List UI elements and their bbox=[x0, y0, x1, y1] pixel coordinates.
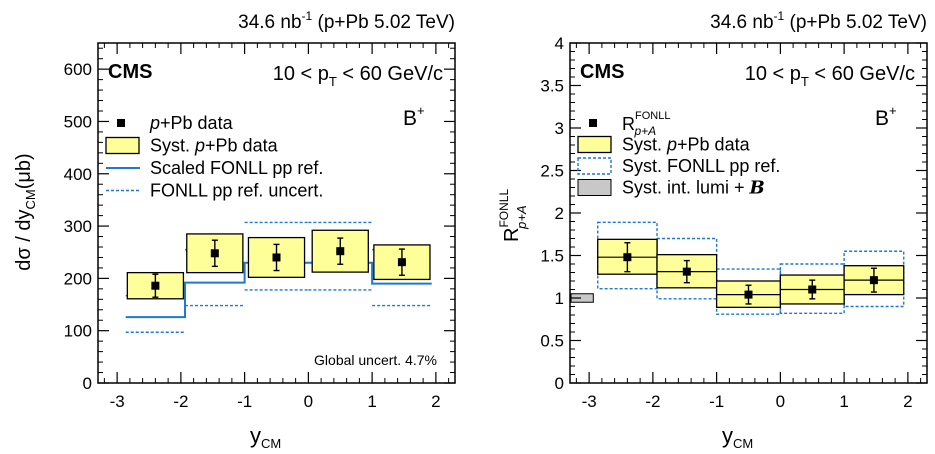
y-tick-label: 300 bbox=[64, 217, 92, 236]
legend-item-4: Syst. int. lumi + B bbox=[577, 178, 765, 199]
plot-frame bbox=[569, 42, 928, 384]
legend-label: Syst. FONLL pp ref. bbox=[622, 156, 780, 176]
y-tick-label: 0 bbox=[555, 374, 564, 393]
legend-marker-square bbox=[589, 119, 597, 127]
y-tick-label: 2.5 bbox=[540, 162, 564, 181]
x-tick-label: -2 bbox=[173, 392, 188, 411]
legend-label: p+Pb data bbox=[149, 113, 234, 133]
x-axis-title: yCM bbox=[250, 423, 281, 451]
legend-item-3: Syst. FONLL pp ref. bbox=[577, 156, 780, 176]
particle-label: B+ bbox=[875, 103, 897, 130]
data-layer bbox=[125, 221, 432, 333]
x-tick-label: -2 bbox=[645, 392, 660, 411]
legend-marker-gray-box bbox=[577, 179, 612, 196]
x-tick-label: 1 bbox=[367, 392, 376, 411]
data-layer bbox=[570, 221, 905, 315]
x-axis-title: yCM bbox=[722, 423, 753, 451]
y-tick-label: 1.5 bbox=[540, 247, 564, 266]
scaled-fonll-line bbox=[125, 261, 432, 319]
pt-range-label: 10 < pT < 60 GeV/c bbox=[745, 63, 915, 89]
lumi-header: 34.6 nb-1 (p+Pb 5.02 TeV) bbox=[238, 9, 455, 33]
legend-label: RFONLL p+A bbox=[622, 110, 670, 138]
pt-range-label: 10 < pT < 60 GeV/c bbox=[273, 63, 443, 89]
legend-item-4: FONLL pp ref. uncert. bbox=[106, 181, 323, 201]
data-point-4 bbox=[336, 247, 345, 256]
y-tick-label: 500 bbox=[64, 112, 92, 131]
plot-frame bbox=[97, 42, 456, 384]
y-tick-label: 200 bbox=[64, 269, 92, 288]
particle-label: B+ bbox=[403, 103, 425, 130]
y-axis-title: RFONLL p+A bbox=[497, 189, 529, 242]
legend-item-3: Scaled FONLL pp ref. bbox=[106, 158, 323, 178]
y-tick-label: 600 bbox=[64, 60, 92, 79]
x-tick-label: 2 bbox=[903, 392, 912, 411]
panel-2: 34.6 nb-1 (p+Pb 5.02 TeV) -3 -2 -1 0 1 2 0 0.5 1 1… bbox=[497, 9, 928, 451]
data-point-3 bbox=[744, 290, 753, 299]
y-tick-label: 400 bbox=[64, 165, 92, 184]
x-tick-label: -1 bbox=[237, 392, 252, 411]
y-tick-label: 100 bbox=[64, 322, 92, 341]
x-tick-label: 0 bbox=[304, 392, 313, 411]
data-point-5 bbox=[869, 276, 878, 285]
legend-item-2: Syst. p+Pb data bbox=[105, 136, 279, 156]
x-tick-label: -3 bbox=[110, 392, 125, 411]
legend-label: FONLL pp ref. uncert. bbox=[150, 181, 323, 201]
y-tick-label: 0.5 bbox=[540, 332, 564, 351]
legend-label: Scaled FONLL pp ref. bbox=[150, 158, 323, 178]
legend-marker-dotted-box bbox=[577, 157, 612, 175]
legend-item-1: RFONLL p+A bbox=[589, 110, 670, 138]
data-point-4 bbox=[808, 285, 817, 294]
legend-item-1: p+Pb data bbox=[117, 113, 234, 133]
y-tick-label: 0 bbox=[83, 374, 92, 393]
legend-marker-yellow-box bbox=[577, 135, 612, 154]
y-tick-label: 2 bbox=[555, 204, 564, 223]
global-uncert-label: Global uncert. 4.7% bbox=[314, 352, 437, 368]
x-tick-label: 0 bbox=[776, 392, 785, 411]
y-axis: 0 0.5 1 1.5 2 2.5 3 3.5 4 bbox=[540, 34, 927, 393]
legend-label: Syst. p+Pb data bbox=[622, 135, 751, 155]
data-point-1 bbox=[151, 281, 160, 290]
y-axis: 0 100 200 300 400 500 600 bbox=[64, 47, 455, 393]
data-point-5 bbox=[397, 258, 406, 267]
data-point-2 bbox=[682, 267, 691, 276]
y-tick-label: 4 bbox=[555, 34, 564, 53]
x-axis: -3 -2 -1 0 1 2 bbox=[575, 43, 922, 411]
data-point-1 bbox=[623, 253, 632, 262]
panel-1: 34.6 nb-1 (p+Pb 5.02 TeV) -3 -2 -1 0 1 2 0 100 20… bbox=[13, 9, 456, 451]
legend-item-2: Syst. p+Pb data bbox=[577, 135, 751, 155]
y-tick-label: 1 bbox=[555, 289, 564, 308]
data-point-2 bbox=[210, 249, 219, 258]
cms-label: CMS bbox=[108, 61, 152, 83]
legend-marker-yellow-box bbox=[105, 136, 140, 155]
legend-marker-square bbox=[117, 119, 125, 127]
y-axis-title: dσ / dyCM(μb) bbox=[13, 153, 38, 270]
legend-label: Syst. p+Pb data bbox=[150, 136, 279, 156]
data-point-3 bbox=[272, 253, 281, 262]
x-tick-label: -1 bbox=[709, 392, 724, 411]
y-tick-label: 3 bbox=[555, 119, 564, 138]
y-tick-label: 3.5 bbox=[540, 77, 564, 96]
x-tick-label: 1 bbox=[839, 392, 848, 411]
lumi-header: 34.6 nb-1 (p+Pb 5.02 TeV) bbox=[710, 9, 927, 33]
x-axis: -3 -2 -1 0 1 2 bbox=[103, 43, 450, 411]
cms-label: CMS bbox=[580, 61, 624, 83]
x-tick-label: 2 bbox=[431, 392, 440, 411]
legend-label: Syst. int. lumi + B bbox=[622, 178, 765, 199]
x-tick-label: -3 bbox=[582, 392, 597, 411]
